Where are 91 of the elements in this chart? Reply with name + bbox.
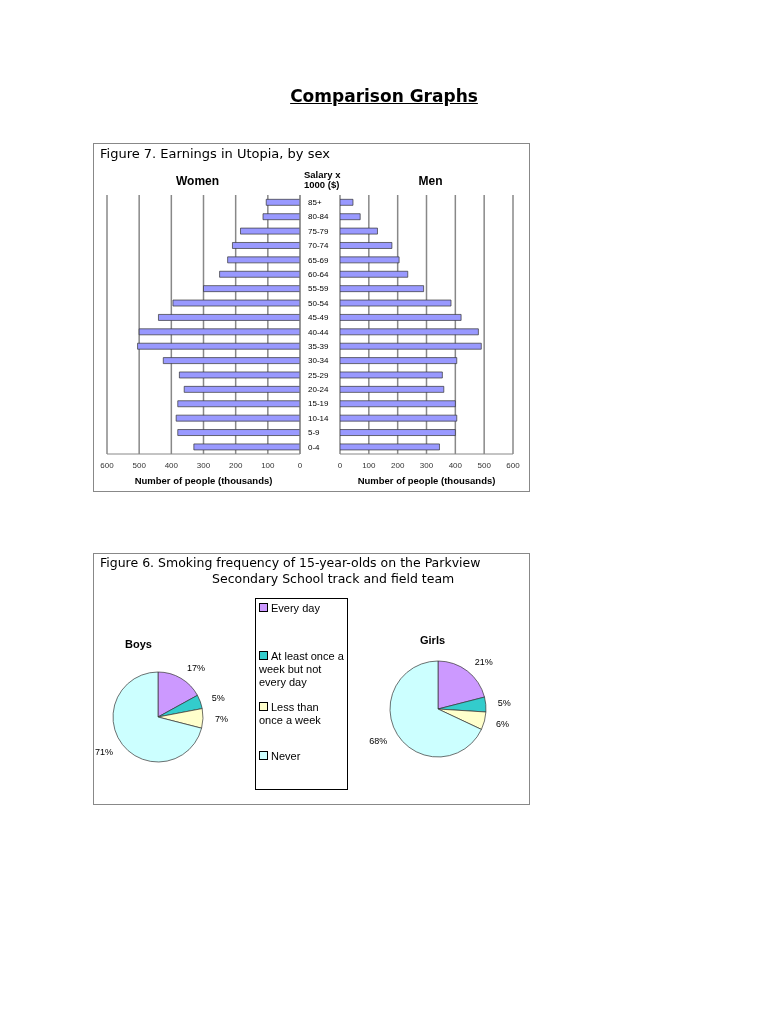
- data-label: 21%: [474, 656, 493, 667]
- bar: [175, 414, 300, 422]
- x-tick-label: 200: [228, 460, 243, 470]
- x-tick-label: 500: [477, 460, 492, 470]
- x-tick-label: 300: [419, 460, 434, 470]
- bar: [158, 314, 300, 321]
- x-tick-label: 100: [362, 460, 377, 470]
- x-tick-label: 100: [261, 460, 276, 470]
- data-label: 17%: [187, 662, 206, 673]
- y-tick-label: 80-84: [308, 212, 330, 222]
- data-label: 5%: [497, 698, 511, 709]
- y-tick-label: 40-44: [308, 327, 330, 337]
- bar: [340, 299, 452, 307]
- data-label: 68%: [369, 736, 388, 747]
- x-tick-label: 400: [448, 460, 463, 470]
- y-axis-title: Salary x 1000 ($): [304, 169, 342, 190]
- legend-label: Less than once a week: [259, 701, 322, 727]
- y-tick-label: 45-49: [308, 313, 330, 323]
- y-tick-label: 50-54: [308, 298, 330, 308]
- bar: [340, 328, 479, 336]
- text: Boys: [125, 638, 152, 650]
- bar: [340, 198, 354, 206]
- x-axis-title: Number of people (thousands): [134, 475, 273, 486]
- bar: [203, 285, 300, 292]
- x-tick-label: 0: [297, 460, 303, 470]
- bar: [193, 443, 300, 451]
- y-tick-label: 75-79: [308, 226, 330, 236]
- y-tick-label: 10-14: [308, 413, 330, 423]
- bar: [240, 227, 300, 235]
- y-tick-label: 65-69: [308, 255, 330, 265]
- x-tick-label: 200: [390, 460, 405, 470]
- bar: [183, 386, 300, 393]
- pie-slice: [112, 671, 202, 763]
- x-tick-label: 400: [164, 460, 179, 470]
- bar: [137, 342, 300, 350]
- y-tick-label: 55-59: [308, 284, 330, 294]
- bar: [227, 256, 300, 264]
- bar: [219, 270, 300, 278]
- legend-label: Never: [270, 750, 302, 763]
- bar: [162, 357, 300, 364]
- bar: [340, 285, 424, 292]
- bar: [340, 342, 482, 350]
- legend-label: Every day: [270, 602, 321, 615]
- text: Comparison Graphs: [289, 86, 479, 106]
- caption: Figure 6. Smoking frequency of 15-year-olds on the Parkview Secondary School track and field team: [100, 555, 482, 587]
- bar: [340, 314, 462, 321]
- chart-title: Men: [418, 174, 443, 188]
- data-label: 6%: [496, 718, 510, 729]
- bar: [340, 443, 440, 451]
- bar: [340, 270, 409, 278]
- bar: [340, 227, 378, 235]
- y-tick-label: 85+: [308, 198, 322, 208]
- y-tick-label: 60-64: [308, 269, 330, 279]
- bar: [340, 371, 443, 379]
- data-label: 71%: [94, 746, 113, 757]
- data-label: 5%: [211, 692, 225, 703]
- y-tick-label: 70-74: [308, 241, 330, 251]
- x-axis-title: Number of people (thousands): [357, 475, 496, 486]
- caption: Figure 7. Earnings in Utopia, by sex: [100, 146, 330, 161]
- chart-title: Girls: [420, 634, 446, 646]
- y-tick-label: 5-9: [308, 428, 321, 438]
- bar: [340, 256, 400, 264]
- bar: [232, 242, 300, 249]
- bar: [340, 400, 456, 408]
- bar: [265, 198, 300, 206]
- x-tick-label: 0: [337, 460, 343, 470]
- y-tick-label: 15-19: [308, 399, 330, 409]
- legend-label: At least once a week but not every day: [259, 650, 345, 689]
- bar: [262, 213, 300, 221]
- bar: [340, 242, 393, 249]
- bar: [340, 414, 458, 422]
- x-tick-label: 500: [132, 460, 147, 470]
- x-tick-label: 600: [100, 460, 115, 470]
- bar: [177, 400, 300, 408]
- y-tick-label: 30-34: [308, 356, 330, 366]
- bar: [177, 429, 300, 436]
- bar: [179, 371, 300, 379]
- y-tick-label: 35-39: [308, 341, 330, 351]
- x-tick-label: 300: [196, 460, 211, 470]
- y-tick-label: 20-24: [308, 385, 330, 395]
- bar: [340, 213, 361, 221]
- y-tick-label: 0-4: [308, 442, 321, 452]
- chart-title: Women: [174, 174, 221, 188]
- data-label: 7%: [214, 713, 228, 724]
- x-tick-label: 600: [506, 460, 521, 470]
- bar: [340, 386, 445, 393]
- bar: [340, 429, 456, 436]
- y-tick-label: 25-29: [308, 370, 330, 380]
- bar: [172, 299, 300, 307]
- bar: [340, 357, 458, 364]
- bar: [138, 328, 300, 336]
